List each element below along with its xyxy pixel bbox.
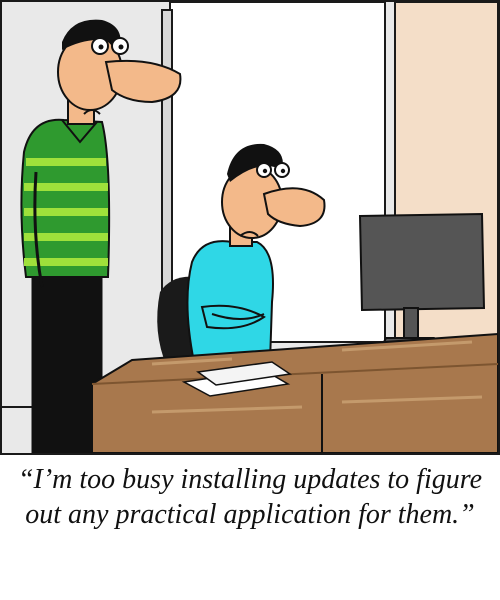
cartoon-panel [0,0,500,455]
papers [181,361,293,397]
desk [91,332,498,453]
standing-man [20,19,182,453]
cartoon-caption: “I’m too busy installing updates to figu… [17,464,483,530]
seated-man [186,143,326,363]
